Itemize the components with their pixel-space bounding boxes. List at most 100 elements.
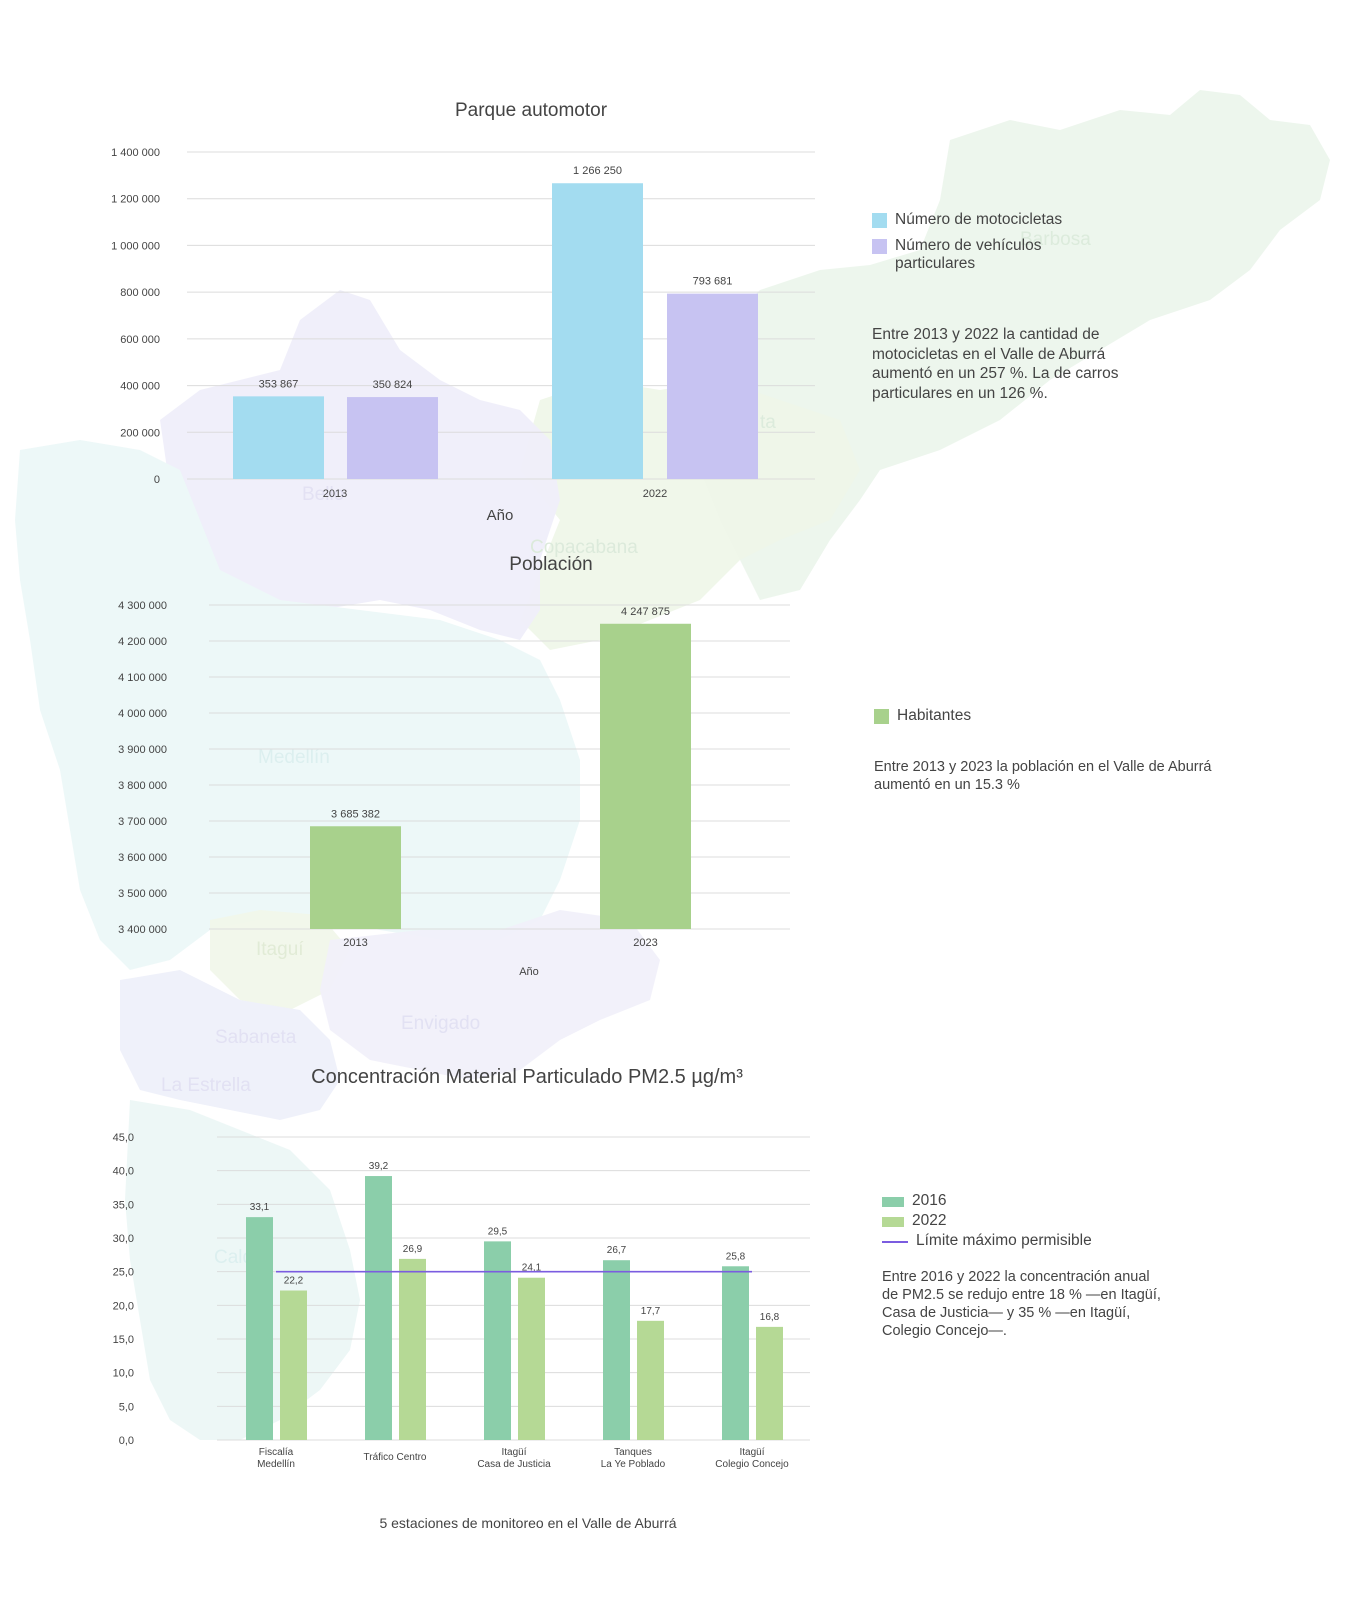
chart3-legend: 2016 2022 Límite máximo permisible <box>882 1192 1092 1258</box>
chart3-data-label: 29,5 <box>488 1226 508 1237</box>
chart2-ytick-label: 3 500 000 <box>118 888 167 900</box>
chart1-data-label: 793 681 <box>693 276 733 288</box>
chart1-xtick-label: 2013 <box>323 488 347 500</box>
chart3-data-label: 33,1 <box>250 1202 270 1213</box>
chart3-bar <box>722 1266 749 1440</box>
chart2-ytick-label: 3 400 000 <box>118 924 167 936</box>
chart2-ytick-label: 4 100 000 <box>118 672 167 684</box>
legend-label-2022: 2022 <box>912 1212 947 1229</box>
chart2-legend: Habitantes <box>874 707 971 733</box>
map-label-bello: Bello <box>302 484 344 505</box>
chart2-ytick-label: 4 300 000 <box>118 600 167 612</box>
chart3-xtick-label: Colegio Concejo <box>715 1459 789 1470</box>
chart1-ytick-label: 800 000 <box>120 287 160 299</box>
chart1-xtick-label: 2022 <box>643 488 667 500</box>
map-region-medellin <box>15 440 580 970</box>
chart1-bar <box>552 183 643 479</box>
chart1-ytick-label: 400 000 <box>120 381 160 393</box>
legend-label-vehiculos: Número de vehículos particulares <box>895 237 1042 272</box>
chart3-xtick-label: Medellín <box>257 1459 295 1470</box>
chart2-plot: 3 400 000 3 500 000 3 600 000 3 700 000 3 80… <box>118 600 790 949</box>
legend-swatch-limite <box>882 1241 908 1243</box>
map-label-barbosa: Barbosa <box>1020 229 1091 250</box>
chart1-data-label: 350 824 <box>373 379 413 391</box>
chart3-bar <box>280 1290 307 1440</box>
chart2-title: Población <box>509 554 592 575</box>
legend-item-vehiculos: Número de vehículos particulares <box>872 237 1085 273</box>
map-label-copacabana: Copacabana <box>530 537 638 558</box>
chart1-ytick-label: 200 000 <box>120 427 160 439</box>
legend-swatch-vehiculos <box>872 239 887 254</box>
chart2-ytick-label: 3 800 000 <box>118 780 167 792</box>
chart1-ytick-label: 0 <box>154 474 160 486</box>
legend-label-habitantes: Habitantes <box>897 707 972 724</box>
chart3-bar <box>637 1320 664 1440</box>
map-region-itagui <box>210 910 350 1010</box>
legend-swatch-2022 <box>882 1217 904 1227</box>
legend-item-limite: Límite máximo permisible <box>882 1232 1092 1250</box>
chart3-plot: 0,0 5,0 10,0 15,0 20,0 25,0 30,0 35,0 40,0 45,0 33… <box>113 1132 810 1470</box>
legend-item-2016: 2016 <box>882 1192 1092 1210</box>
chart3-ytick-label: 25,0 <box>113 1267 134 1279</box>
legend-item-motos: Número de motocicletas <box>872 211 1085 229</box>
chart2-ytick-label: 4 200 000 <box>118 636 167 648</box>
chart3-data-label: 17,7 <box>641 1306 661 1317</box>
map-label-envigado: Envigado <box>401 1013 480 1034</box>
legend-swatch-motos <box>872 213 887 228</box>
chart1-ytick-label: 1 400 000 <box>111 147 160 159</box>
chart3-data-label: 24,1 <box>522 1263 542 1274</box>
chart3-note: Entre 2016 y 2022 la concentración anual… <box>882 1269 1161 1339</box>
chart3-xtick-label: La Ye Poblado <box>601 1459 666 1470</box>
chart1-ytick-label: 600 000 <box>120 334 160 346</box>
map-label-la-estrella: La Estrella <box>161 1075 251 1096</box>
chart3-data-label: 39,2 <box>369 1161 389 1172</box>
chart3-ytick-label: 30,0 <box>113 1233 134 1245</box>
chart3-xlabel: 5 estaciones de monitoreo en el Valle de… <box>379 1515 676 1531</box>
legend-swatch-2016 <box>882 1197 904 1207</box>
chart3-bar <box>399 1258 426 1440</box>
legend-swatch-habitantes <box>874 709 889 724</box>
chart1-data-label: 1 266 250 <box>573 165 622 177</box>
chart3-ytick-label: 45,0 <box>113 1132 134 1144</box>
chart1-ytick-label: 1 000 000 <box>111 240 160 252</box>
chart3-data-label: 26,9 <box>403 1244 423 1255</box>
chart3-data-label: 22,2 <box>284 1276 304 1287</box>
chart3-ytick-label: 20,0 <box>113 1300 134 1312</box>
chart3-ytick-label: 10,0 <box>113 1368 134 1380</box>
chart3-data-label: 25,8 <box>726 1251 746 1262</box>
chart3-xtick-label: Itagüí <box>739 1447 764 1458</box>
chart2-bar <box>310 826 401 929</box>
chart1-data-label: 353 867 <box>259 378 299 390</box>
chart1-bar <box>667 293 758 479</box>
chart3-ytick-label: 0,0 <box>119 1435 134 1447</box>
chart2-ytick-label: 4 000 000 <box>118 708 167 720</box>
map-label-girardota: ta <box>760 412 776 433</box>
chart2-xlabel: Año <box>519 966 539 978</box>
chart1-ytick-label: 1 200 000 <box>111 194 160 206</box>
chart3-bar <box>756 1326 783 1440</box>
chart3-title: Concentración Material Particulado PM2.5… <box>311 1066 743 1088</box>
chart3-xtick-label: Itagüí <box>501 1447 526 1458</box>
chart2-xtick-label: 2013 <box>343 937 367 949</box>
map-label-itagui: Itaguí <box>256 939 304 960</box>
chart3-ytick-label: 35,0 <box>113 1199 134 1211</box>
chart2-ytick-label: 3 900 000 <box>118 744 167 756</box>
legend-item-habitantes: Habitantes <box>874 707 971 725</box>
legend-label-2016: 2016 <box>912 1192 947 1209</box>
chart2-xtick-label: 2023 <box>633 937 657 949</box>
chart3-bar <box>365 1176 392 1440</box>
chart3-ytick-label: 15,0 <box>113 1334 134 1346</box>
chart3-xtick-label: Fiscalía <box>259 1447 294 1458</box>
chart2-ytick-label: 3 600 000 <box>118 852 167 864</box>
chart3-xtick-label: Tráfico Centro <box>364 1452 427 1463</box>
chart3-ytick-label: 5,0 <box>119 1401 134 1413</box>
chart3-data-label: 26,7 <box>607 1245 627 1256</box>
chart2-note: Entre 2013 y 2023 la población en el Val… <box>874 759 1212 793</box>
chart2-data-label: 4 247 875 <box>621 606 670 618</box>
legend-label-motos: Número de motocicletas <box>895 211 1063 228</box>
chart3-xtick-label: Casa de Justicia <box>477 1459 551 1470</box>
legend-item-2022: 2022 <box>882 1212 1092 1230</box>
chart1-plot: 0 200 000 400 000 600 000 800 000 1 000 000 1 … <box>111 147 815 500</box>
chart2-ytick-label: 3 700 000 <box>118 816 167 828</box>
